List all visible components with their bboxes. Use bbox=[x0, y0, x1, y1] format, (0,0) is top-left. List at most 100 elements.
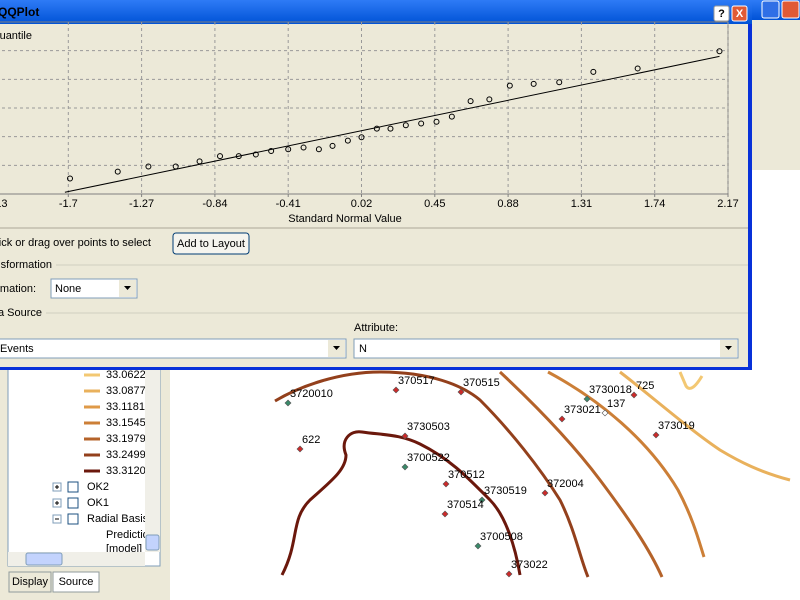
scroll-thumb[interactable] bbox=[25, 552, 63, 566]
scroll-down[interactable] bbox=[145, 534, 160, 551]
point-label: 370515 bbox=[463, 377, 500, 389]
legend-label: 33.0877 bbox=[106, 385, 146, 397]
data-source-group: Data Source bbox=[0, 307, 42, 319]
x-tick-label: 0.02 bbox=[351, 198, 372, 210]
toc-content: 33.0622 33.0877 33.1181 33.1545 33.1979 33.24… bbox=[52, 369, 149, 552]
legend-label: 33.1181 bbox=[106, 401, 145, 413]
main-close-button[interactable] bbox=[781, 0, 800, 19]
add-to-layout-button[interactable] bbox=[172, 232, 250, 255]
toc-vscroll[interactable] bbox=[145, 368, 160, 552]
x-tick-label: -0.41 bbox=[276, 198, 301, 210]
x-tick-label: -0.84 bbox=[202, 198, 227, 210]
qq-point[interactable] bbox=[716, 48, 723, 55]
sample-point bbox=[441, 510, 449, 518]
qq-point[interactable] bbox=[402, 122, 409, 129]
qq-point[interactable] bbox=[344, 137, 351, 144]
qq-point[interactable] bbox=[285, 146, 292, 153]
legend-label: 33.3120 bbox=[106, 465, 146, 477]
point-label: 725 bbox=[636, 380, 654, 392]
layer-select[interactable] bbox=[0, 338, 347, 359]
qq-point[interactable] bbox=[114, 168, 121, 175]
contour bbox=[498, 370, 664, 578]
transformation-label: Transformation: bbox=[0, 283, 36, 295]
layer-checkbox[interactable] bbox=[67, 513, 79, 525]
contour bbox=[619, 370, 791, 482]
tab[interactable] bbox=[8, 571, 52, 593]
qq-point[interactable] bbox=[268, 148, 275, 154]
qq-point[interactable] bbox=[145, 163, 152, 170]
close-button[interactable] bbox=[731, 5, 748, 22]
x-tick-label: 1.31 bbox=[571, 198, 592, 210]
x-tick-label: 0.88 bbox=[497, 198, 518, 210]
legend-label: 33.1545 bbox=[106, 417, 146, 429]
add-to-layout-label[interactable]: Add to Layout bbox=[177, 238, 245, 250]
qq-point[interactable] bbox=[530, 80, 537, 87]
sample-point bbox=[558, 415, 566, 423]
help-button-label[interactable]: ? bbox=[718, 8, 725, 20]
qq-point[interactable] bbox=[486, 96, 493, 103]
expand-sign bbox=[55, 501, 59, 505]
qq-point[interactable] bbox=[448, 113, 455, 120]
qq-point[interactable] bbox=[315, 146, 322, 153]
qqplot-dialog: QQPlot ? X Quantile -2.13-1.7-1.27-0.84-… bbox=[0, 0, 752, 370]
map: 3720010 370517 370515 3730018 725 373021 137 37… bbox=[274, 370, 791, 578]
x-tick-label: -1.7 bbox=[59, 198, 78, 210]
transformation-select[interactable] bbox=[50, 278, 138, 299]
qq-point[interactable] bbox=[252, 151, 259, 158]
maximize-button[interactable] bbox=[761, 0, 780, 19]
point-label: 373022 bbox=[511, 559, 548, 571]
reference-line bbox=[64, 55, 720, 193]
sublayer-text: Predictio bbox=[106, 529, 149, 541]
point-label: 3730018 bbox=[589, 384, 632, 396]
sample-point bbox=[401, 432, 409, 440]
tab-label[interactable]: Source bbox=[59, 576, 94, 588]
qq-point[interactable] bbox=[387, 125, 394, 132]
qq-point[interactable] bbox=[67, 175, 74, 182]
layer-name[interactable]: Radial Basis bbox=[87, 513, 149, 525]
layer-checkbox[interactable] bbox=[67, 497, 79, 509]
qq-point[interactable] bbox=[590, 68, 597, 75]
legend-label: 33.1979 bbox=[106, 433, 146, 445]
contour bbox=[280, 430, 522, 576]
sample-point bbox=[652, 431, 660, 439]
tab[interactable] bbox=[52, 571, 100, 593]
qq-point[interactable] bbox=[300, 144, 307, 151]
qq-point[interactable] bbox=[235, 153, 242, 160]
contour bbox=[678, 371, 704, 390]
layer-name[interactable]: OK1 bbox=[87, 497, 109, 509]
point-label: 3730519 bbox=[484, 485, 527, 497]
attribute-select[interactable] bbox=[353, 338, 739, 359]
qq-point[interactable] bbox=[433, 118, 440, 125]
point-label: 137 bbox=[607, 398, 625, 410]
help-button[interactable] bbox=[713, 5, 730, 22]
qq-point[interactable] bbox=[556, 79, 563, 86]
qq-point[interactable] bbox=[418, 120, 425, 127]
qq-point[interactable] bbox=[373, 125, 380, 132]
sample-point bbox=[392, 386, 400, 394]
close-button-label[interactable]: X bbox=[736, 8, 744, 20]
point-label: 370514 bbox=[447, 499, 484, 511]
layer-name[interactable]: OK2 bbox=[87, 481, 109, 493]
qq-point[interactable] bbox=[217, 153, 224, 160]
tab-label[interactable]: Display bbox=[12, 576, 49, 588]
qq-point[interactable] bbox=[196, 158, 203, 165]
select-hint: Click or drag over points to select bbox=[0, 237, 151, 249]
point-label: 3720010 bbox=[290, 388, 333, 400]
point-label: 3700522 bbox=[407, 452, 450, 464]
qq-point[interactable] bbox=[506, 82, 513, 89]
point-label: 370517 bbox=[398, 375, 435, 387]
qq-point[interactable] bbox=[329, 142, 336, 149]
layer-checkbox[interactable] bbox=[67, 481, 79, 493]
qq-point[interactable] bbox=[358, 134, 365, 141]
qq-point[interactable] bbox=[634, 65, 641, 72]
qq-point[interactable] bbox=[172, 163, 179, 170]
arrow-icon bbox=[333, 346, 340, 350]
sample-point bbox=[284, 399, 292, 407]
x-tick-label: 0.45 bbox=[424, 198, 445, 210]
arrow-icon bbox=[725, 346, 732, 350]
dialog-titlebar bbox=[0, 0, 752, 24]
sample-point bbox=[296, 445, 304, 453]
qq-point[interactable] bbox=[467, 98, 474, 105]
transformation-group: Transformation bbox=[0, 259, 52, 271]
sample-point bbox=[601, 409, 609, 417]
